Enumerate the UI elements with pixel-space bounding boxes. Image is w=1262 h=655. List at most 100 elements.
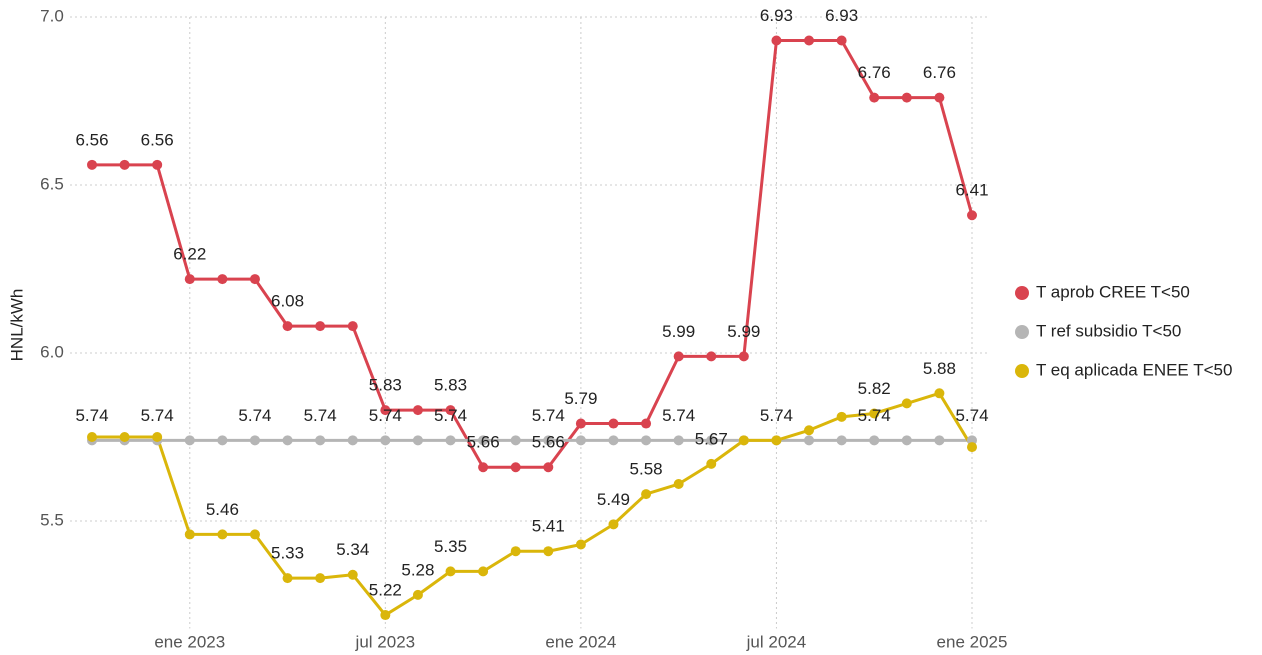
data-label: 5.74 (760, 406, 793, 425)
data-point (804, 35, 815, 46)
data-point (152, 431, 163, 442)
data-point (510, 462, 521, 473)
legend-marker (1015, 325, 1029, 339)
data-label: 5.74 (662, 406, 695, 425)
data-point (641, 489, 652, 500)
data-point (804, 425, 815, 436)
x-tick-label: ene 2023 (154, 632, 225, 651)
data-point (217, 274, 228, 285)
data-point (641, 435, 652, 446)
data-label: 6.22 (173, 245, 206, 264)
data-point (217, 529, 228, 540)
data-point (445, 405, 456, 416)
legend-marker (1015, 286, 1029, 300)
data-label: 5.74 (75, 406, 108, 425)
data-point (119, 431, 130, 442)
data-label: 5.88 (923, 359, 956, 378)
data-label: 5.74 (141, 406, 174, 425)
data-label: 6.56 (75, 130, 108, 149)
data-point (804, 435, 815, 446)
data-point (575, 435, 586, 446)
data-label: 6.41 (955, 181, 988, 200)
data-label: 5.74 (858, 406, 891, 425)
y-axis-label: HNL/kWh (7, 289, 26, 362)
x-tick-label: ene 2024 (545, 632, 616, 651)
data-label: 5.74 (955, 406, 988, 425)
data-point (901, 92, 912, 103)
data-label: 5.74 (369, 406, 402, 425)
data-point (738, 435, 749, 446)
data-point (510, 546, 521, 557)
legend-marker (1015, 364, 1029, 378)
x-tick-label: jul 2024 (746, 632, 807, 651)
data-point (315, 435, 326, 446)
data-label: 5.34 (336, 540, 369, 559)
data-point (575, 539, 586, 550)
data-point (869, 92, 880, 103)
data-point (412, 589, 423, 600)
data-label: 5.46 (206, 500, 239, 519)
y-tick-label: 7.0 (40, 6, 64, 25)
data-point (347, 435, 358, 446)
data-point (478, 462, 489, 473)
y-tick-label: 5.5 (40, 510, 64, 529)
data-point (315, 573, 326, 584)
data-point (836, 411, 847, 422)
data-point (347, 321, 358, 332)
data-point (478, 566, 489, 577)
data-label: 5.33 (271, 544, 304, 563)
data-point (575, 418, 586, 429)
data-point (934, 435, 945, 446)
data-point (445, 435, 456, 446)
data-point (967, 442, 977, 453)
y-tick-label: 6.5 (40, 174, 64, 193)
data-point (901, 435, 912, 446)
y-tick-label: 6.0 (40, 342, 64, 361)
data-point (608, 519, 619, 530)
data-point (315, 321, 326, 332)
series-line (92, 39, 974, 469)
x-tick-label: ene 2025 (937, 632, 1008, 651)
data-point (673, 351, 684, 362)
data-point (869, 435, 880, 446)
data-point (380, 405, 391, 416)
data-point (412, 435, 423, 446)
data-label: 5.41 (532, 517, 565, 536)
data-point (934, 92, 945, 103)
data-label: 5.79 (564, 389, 597, 408)
data-point (510, 435, 521, 446)
data-point (706, 435, 717, 446)
data-point (380, 610, 391, 621)
data-point (87, 431, 97, 442)
legend-label: T eq aplicada ENEE T<50 (1036, 360, 1232, 379)
data-point (184, 274, 195, 285)
data-point (412, 405, 423, 416)
data-point (217, 435, 228, 446)
data-label: 5.74 (532, 406, 565, 425)
data-label: 5.49 (597, 490, 630, 509)
data-point (87, 159, 97, 170)
data-point (738, 351, 749, 362)
data-point (543, 462, 554, 473)
data-point (608, 435, 619, 446)
data-label: 5.74 (238, 406, 271, 425)
data-point (445, 566, 456, 577)
data-point (673, 435, 684, 446)
data-point (706, 351, 717, 362)
data-label: 5.83 (369, 376, 402, 395)
data-label: 5.74 (434, 406, 467, 425)
data-label: 5.58 (630, 460, 663, 479)
x-tick-label: jul 2023 (355, 632, 416, 651)
data-point (380, 435, 391, 446)
data-label: 5.28 (401, 560, 434, 579)
data-point (282, 435, 293, 446)
data-label: 5.99 (727, 322, 760, 341)
data-point (706, 458, 717, 469)
data-point (836, 435, 847, 446)
data-label: 6.93 (760, 6, 793, 25)
data-point (249, 274, 260, 285)
data-label: 6.93 (825, 6, 858, 25)
data-label: 5.99 (662, 322, 695, 341)
data-label: 5.66 (532, 433, 565, 452)
